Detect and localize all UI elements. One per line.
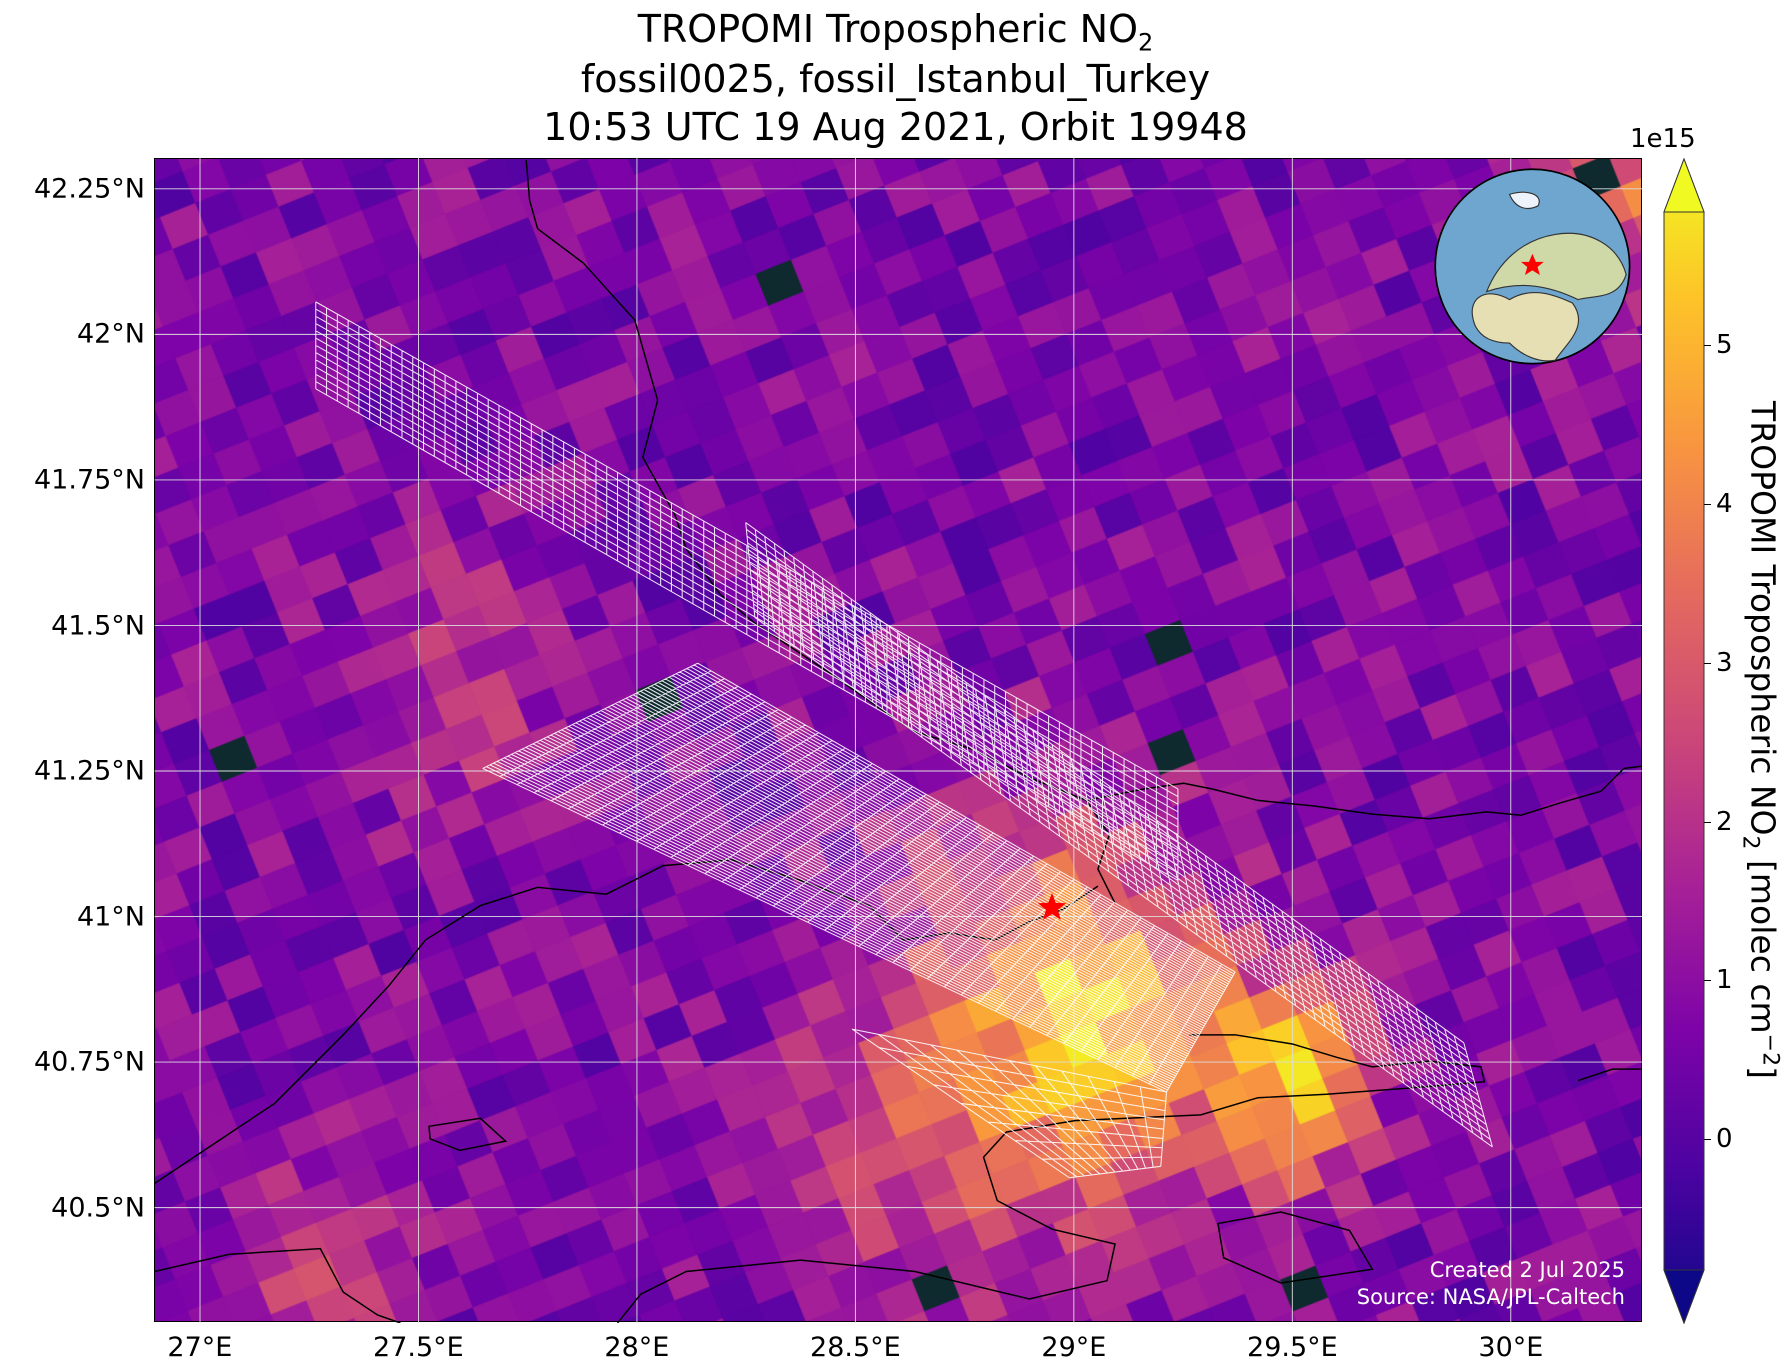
lat-tick-label: 41°N (76, 901, 145, 933)
lat-tick-label: 42°N (76, 318, 145, 350)
colorbar (1663, 158, 1705, 1324)
title-line-2: fossil0025, fossil_Istanbul_Turkey (580, 57, 1211, 101)
lat-tick-label: 41.75°N (34, 464, 145, 496)
colorbar-multiplier: 1e15 (1630, 124, 1696, 154)
credit-source: Source: NASA/JPL-Caltech (1356, 1285, 1625, 1309)
colorbar-extend-max (1663, 158, 1705, 213)
lat-tick-label: 42.25°N (34, 173, 145, 205)
lat-tick-label: 41.5°N (51, 610, 145, 642)
colorbar-tick-label: 4 (1716, 489, 1733, 520)
lon-tick-label: 27°E (167, 1332, 233, 1363)
colorbar-extend-min (1663, 1269, 1705, 1324)
credit-created: Created 2 Jul 2025 (1429, 1258, 1625, 1282)
colorbar-label: TROPOMI Tropospheric NO2 [molec cm−2] (1737, 401, 1783, 1079)
lon-tick-label: 27.5°E (373, 1332, 464, 1363)
no2-heatmap (155, 159, 1641, 1321)
colorbar-tick (1704, 504, 1711, 506)
colorbar-tick-label: 1 (1716, 965, 1733, 996)
lon-tick-label: 30°E (1478, 1332, 1544, 1363)
colorbar-tick (1704, 662, 1711, 664)
lon-tick-label: 28.5°E (810, 1332, 901, 1363)
lat-tick-label: 40.75°N (34, 1046, 145, 1078)
colorbar-tick (1704, 1139, 1711, 1140)
lon-tick-label: 29.5°E (1247, 1332, 1338, 1363)
map-panel (154, 158, 1642, 1322)
title-line-3: 10:53 UTC 19 Aug 2021, Orbit 19948 (543, 105, 1248, 149)
lat-tick-label: 40.5°N (51, 1192, 145, 1224)
colorbar-tick-label: 3 (1716, 647, 1733, 678)
colorbar-tick (1704, 821, 1711, 823)
lat-tick-label: 41.25°N (34, 755, 145, 787)
colorbar-tick-label: 2 (1716, 806, 1733, 837)
lon-tick-label: 29°E (1041, 1332, 1107, 1363)
colorbar-tick-label: 5 (1716, 330, 1733, 361)
lon-tick-label: 28°E (604, 1332, 670, 1363)
colorbar-tick-label: 0 (1716, 1124, 1733, 1154)
colorbar-tick (1704, 345, 1711, 347)
colorbar-tick (1704, 980, 1711, 982)
title-line-1: TROPOMI Tropospheric NO2 (637, 7, 1154, 57)
